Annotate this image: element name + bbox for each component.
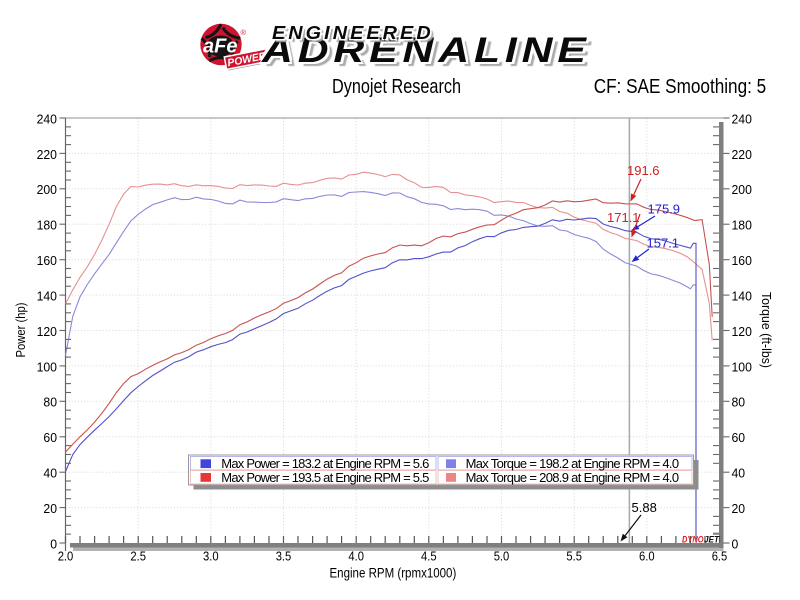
svg-text:80: 80 bbox=[43, 395, 57, 410]
svg-text:120: 120 bbox=[37, 324, 57, 339]
svg-text:120: 120 bbox=[732, 324, 752, 339]
svg-text:60: 60 bbox=[43, 430, 57, 445]
svg-text:160: 160 bbox=[37, 253, 57, 268]
svg-text:240: 240 bbox=[37, 111, 57, 126]
svg-text:Engine RPM (rpmx1000): Engine RPM (rpmx1000) bbox=[330, 566, 457, 581]
svg-text:0: 0 bbox=[50, 536, 57, 551]
svg-text:Power (hp): Power (hp) bbox=[13, 303, 28, 358]
svg-text:CF: SAE Smoothing: 5: CF: SAE Smoothing: 5 bbox=[594, 75, 767, 98]
svg-text:5.5: 5.5 bbox=[566, 548, 582, 563]
svg-text:Dynojet Research: Dynojet Research bbox=[332, 75, 461, 98]
svg-text:aFe: aFe bbox=[203, 36, 237, 58]
svg-text:100: 100 bbox=[732, 359, 752, 374]
svg-text:3.5: 3.5 bbox=[276, 548, 292, 563]
svg-text:®: ® bbox=[241, 28, 247, 37]
svg-text:200: 200 bbox=[37, 182, 57, 197]
svg-text:171.1: 171.1 bbox=[607, 210, 640, 225]
svg-text:220: 220 bbox=[732, 147, 752, 162]
svg-text:6.0: 6.0 bbox=[639, 548, 655, 563]
svg-text:80: 80 bbox=[732, 395, 746, 410]
svg-text:Max Torque = 198.2 at Engine R: Max Torque = 198.2 at Engine RPM = 4.0 bbox=[466, 456, 679, 471]
svg-text:Torque (ft-lbs): Torque (ft-lbs) bbox=[759, 292, 774, 368]
svg-text:220: 220 bbox=[37, 147, 57, 162]
svg-text:180: 180 bbox=[732, 218, 752, 233]
svg-text:6.5: 6.5 bbox=[712, 548, 728, 563]
svg-text:175.9: 175.9 bbox=[648, 202, 681, 217]
svg-text:DYNO: DYNO bbox=[682, 535, 704, 545]
svg-text:20: 20 bbox=[43, 501, 57, 516]
svg-text:4.0: 4.0 bbox=[348, 548, 364, 563]
svg-text:40: 40 bbox=[732, 466, 746, 481]
svg-text:20: 20 bbox=[732, 501, 746, 516]
svg-text:200: 200 bbox=[732, 182, 752, 197]
svg-text:157.1: 157.1 bbox=[647, 236, 680, 251]
svg-text:140: 140 bbox=[37, 289, 57, 304]
svg-text:5.0: 5.0 bbox=[494, 548, 510, 563]
svg-text:Max Torque = 208.9 at Engine R: Max Torque = 208.9 at Engine RPM = 4.0 bbox=[466, 470, 679, 485]
svg-text:140: 140 bbox=[732, 289, 752, 304]
svg-text:100: 100 bbox=[37, 359, 57, 374]
svg-text:60: 60 bbox=[732, 430, 746, 445]
svg-text:3.0: 3.0 bbox=[203, 548, 219, 563]
svg-text:Max Power = 193.5 at Engine RP: Max Power = 193.5 at Engine RPM = 5.5 bbox=[221, 470, 429, 485]
svg-text:JET: JET bbox=[704, 535, 720, 545]
svg-text:160: 160 bbox=[732, 253, 752, 268]
svg-text:180: 180 bbox=[37, 218, 57, 233]
svg-text:2.0: 2.0 bbox=[58, 548, 74, 563]
svg-text:40: 40 bbox=[43, 466, 57, 481]
svg-text:240: 240 bbox=[732, 111, 752, 126]
svg-text:Max Power = 183.2 at Engine RP: Max Power = 183.2 at Engine RPM = 5.6 bbox=[221, 456, 429, 471]
svg-text:5.88: 5.88 bbox=[632, 500, 657, 515]
svg-text:191.6: 191.6 bbox=[627, 163, 660, 178]
svg-text:0: 0 bbox=[732, 536, 739, 551]
svg-text:2.5: 2.5 bbox=[130, 548, 146, 563]
svg-text:4.5: 4.5 bbox=[421, 548, 437, 563]
